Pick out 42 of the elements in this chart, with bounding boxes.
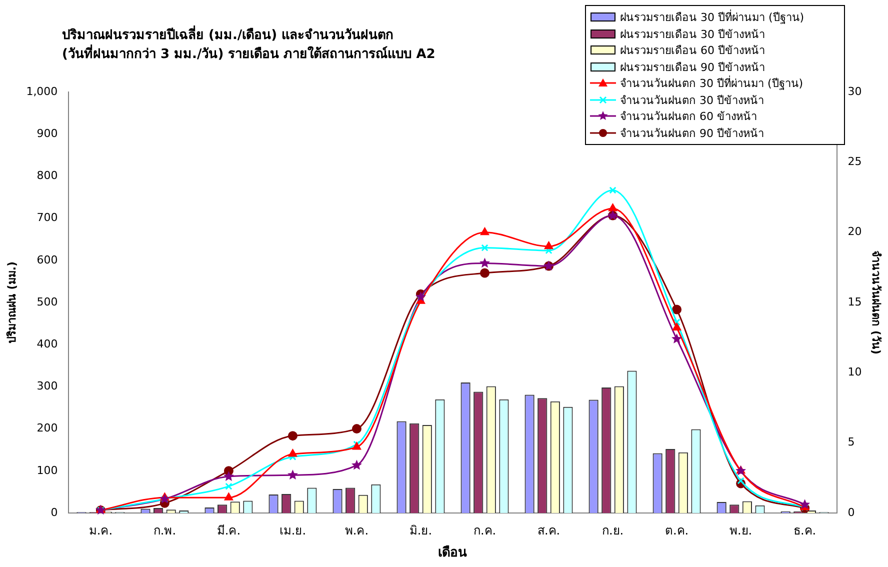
x-tick-label: ม.ค.: [88, 523, 113, 538]
legend-label: ฝนรวมรายเดือน 90 ปีข้างหน้า: [620, 60, 765, 76]
y-tick-label: 200: [36, 422, 58, 435]
x-tick-label: พ.ค.: [344, 523, 369, 538]
legend-label: จำนวนวันฝนตก 30 ปีที่ผ่านมา (ปีฐาน): [620, 74, 804, 92]
legend-label: ฝนรวมรายเดือน 30 ปีที่ผ่านมา (ปีฐาน): [620, 8, 804, 26]
y-tick-label: 900: [36, 126, 58, 140]
x-tick-label: ธ.ค.: [793, 523, 816, 538]
x-tick-label: พ.ย.: [729, 523, 752, 538]
y2-tick-label: 20: [848, 225, 862, 238]
x-tick-label: มี.ค.: [216, 523, 241, 538]
x-tick-label: เม.ย.: [279, 523, 306, 538]
y-tick-label: 1,000: [26, 84, 58, 98]
legend-label: จำนวนวันฝนตก 90 ปีข้างหน้า: [620, 126, 764, 142]
y2-tick-label: 30: [848, 84, 862, 98]
y-tick-label: 500: [36, 295, 58, 308]
y-tick-label: 400: [36, 337, 58, 350]
y2-tick-label: 25: [848, 155, 862, 168]
legend-label: ฝนรวมรายเดือน 60 ปีข้างหน้า: [620, 43, 765, 60]
chart-title: ปริมาณฝนรวมรายปีเฉลี่ย (มม./เดือน) และจำนวนวันฝนตก (วันที่ฝนมากกว่า 3 มม./วัน) รายเดือน ภายใต้สถานการณ์แบบ A2: [62, 26, 436, 64]
y2-tick-label: 5: [848, 436, 855, 449]
x-axis-title: เดือน: [438, 544, 468, 561]
y-tick-label: 100: [36, 464, 58, 477]
x-tick-label: ต.ค.: [664, 523, 689, 538]
y-axis-title: ปริมาณฝน (มม.): [5, 261, 18, 344]
y2-tick-label: 10: [848, 366, 862, 379]
legend-label: ฝนรวมรายเดือน 30 ปีข้างหน้า: [620, 26, 765, 43]
y-tick-label: 600: [36, 253, 58, 266]
x-tick-label: ก.ค.: [473, 523, 496, 538]
legend-label: จำนวนวันฝนตก 30 ปีข้างหน้า: [620, 92, 764, 109]
y2-tick-label: 0: [848, 506, 855, 519]
y-tick-label: 300: [36, 380, 58, 393]
y-tick-label: 700: [36, 211, 58, 224]
y2-axis-title: จำนวนวันฝนตก (วัน): [870, 250, 883, 354]
x-tick-label: มิ.ย.: [409, 523, 432, 538]
x-tick-label: ก.ย.: [602, 523, 624, 538]
x-tick-label: ก.พ.: [153, 523, 176, 538]
y2-tick-label: 15: [848, 295, 862, 308]
y-tick-label: 800: [36, 169, 58, 182]
legend-label: จำนวนวันฝนตก 60 ข้างหน้า: [620, 109, 757, 126]
x-tick-label: ส.ค.: [537, 523, 560, 538]
y-tick-label: 0: [50, 506, 58, 519]
